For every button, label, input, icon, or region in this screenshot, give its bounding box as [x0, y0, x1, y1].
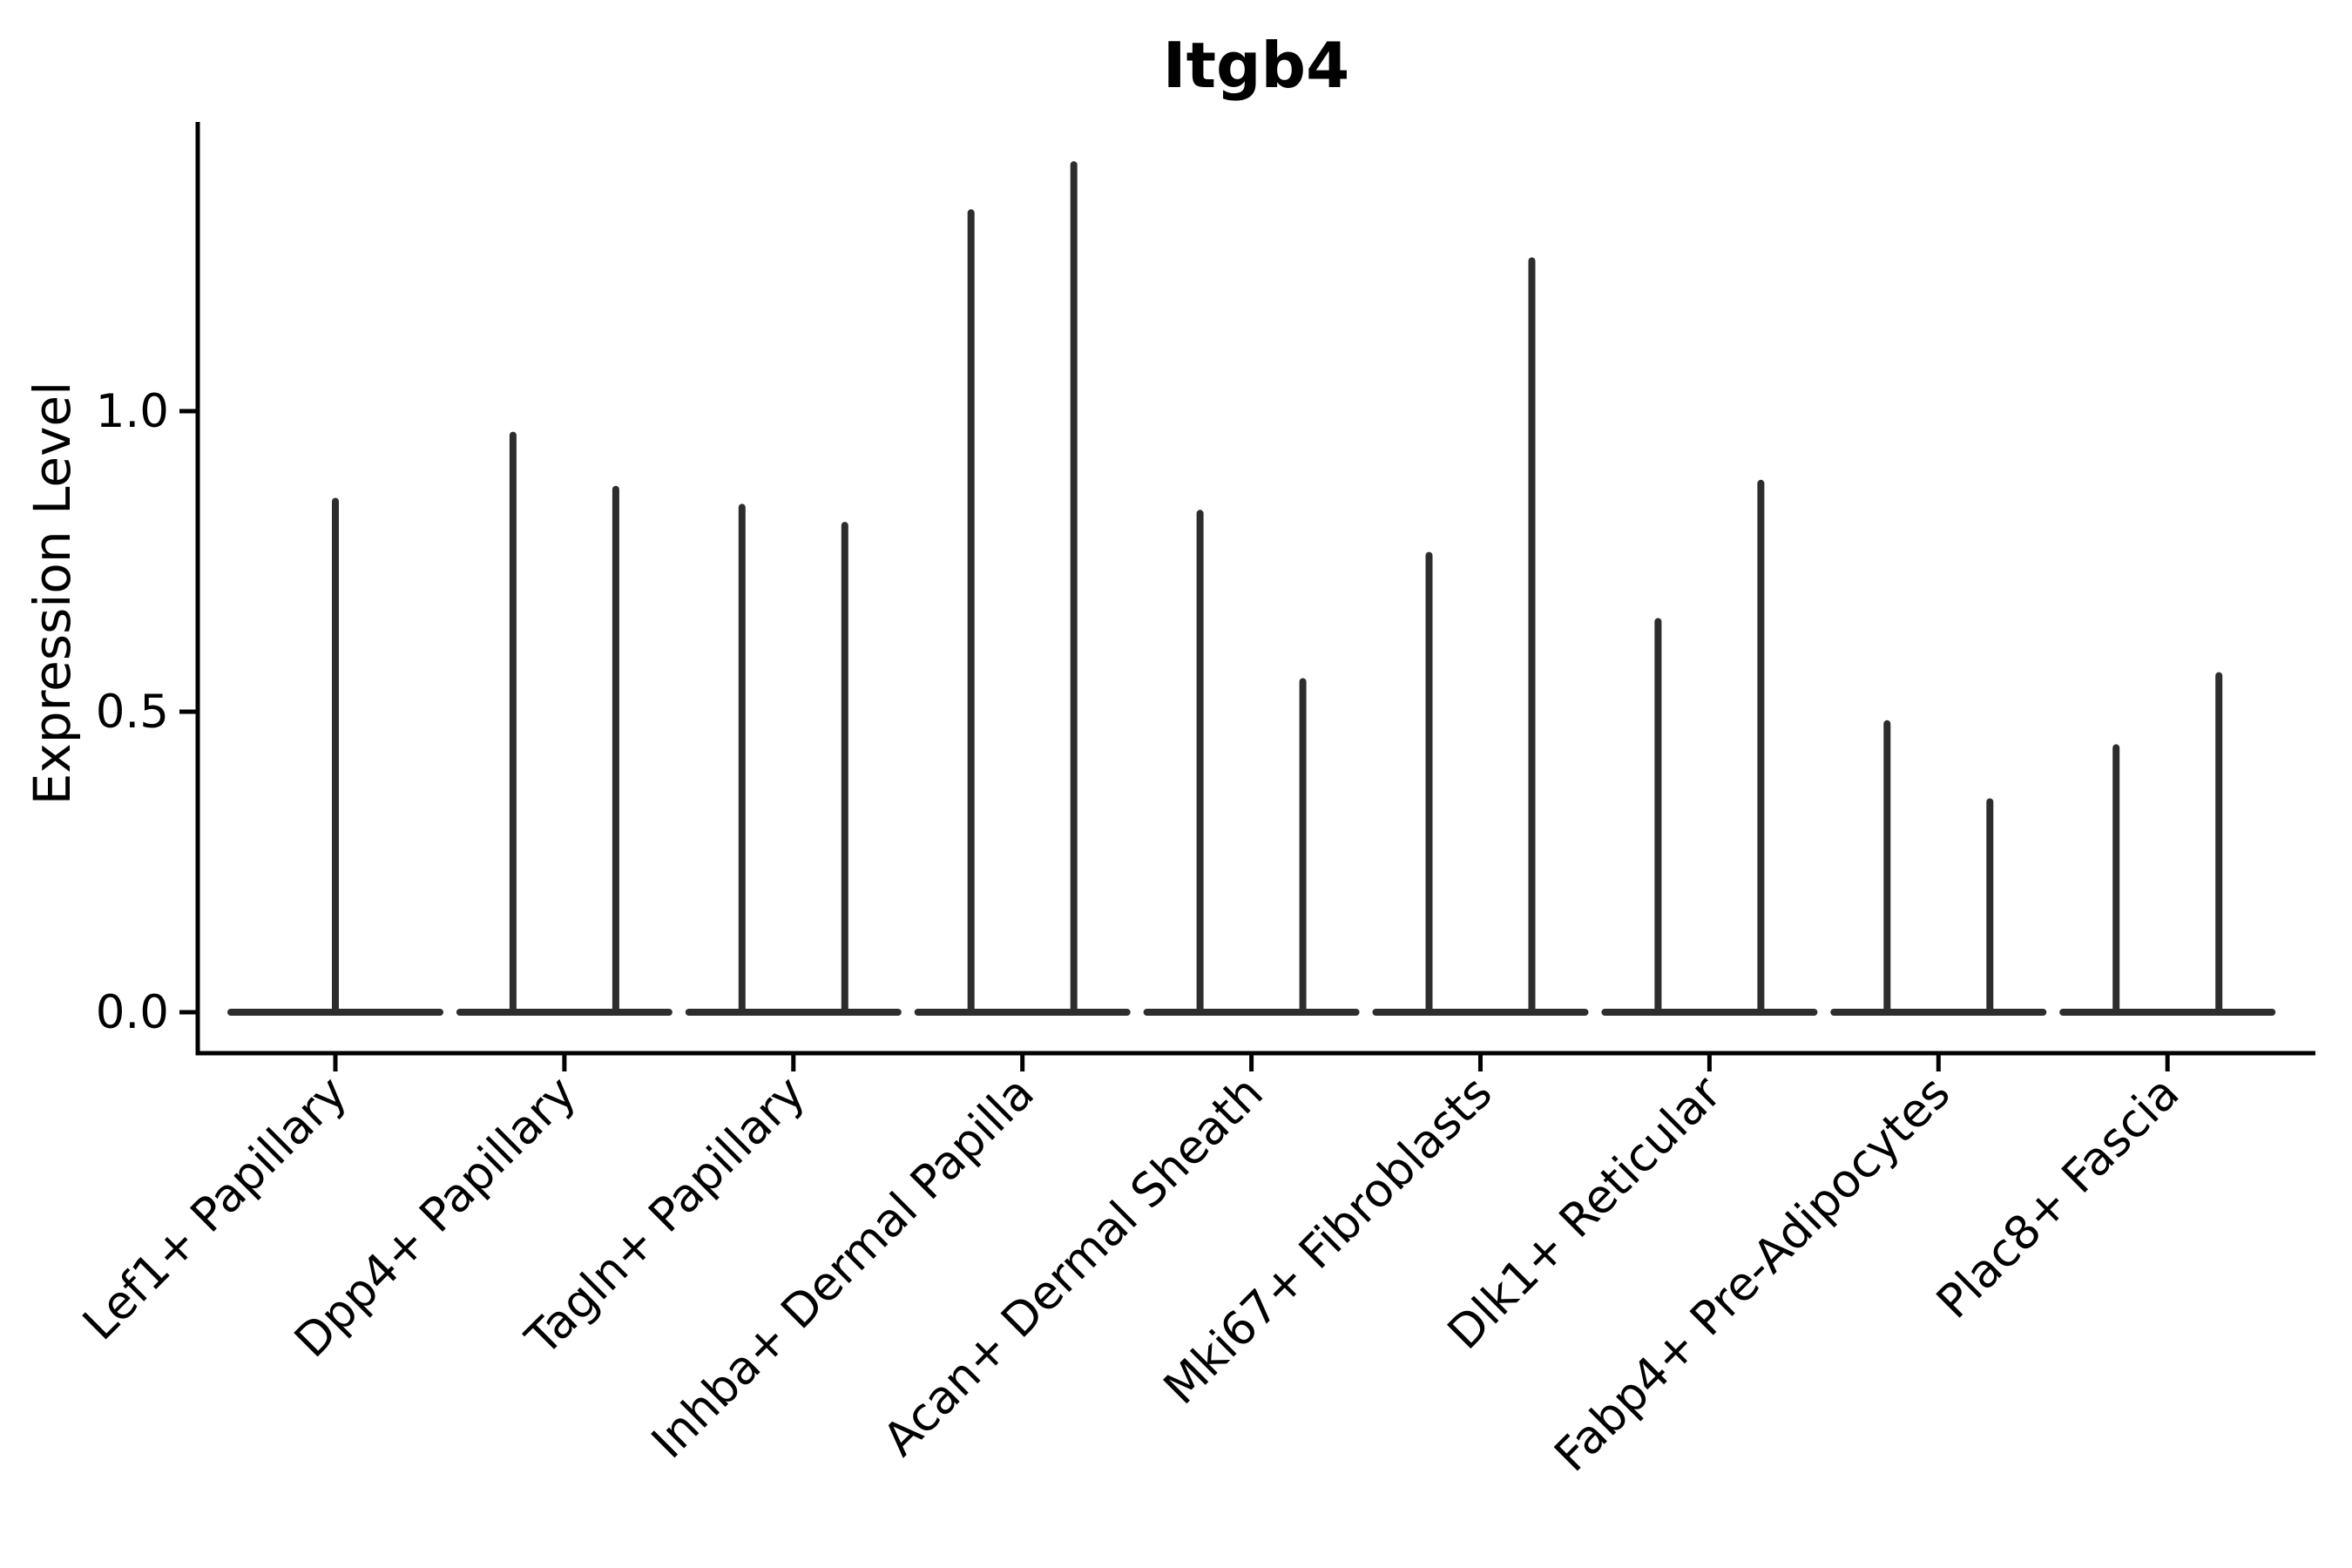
x-tick-label: Inhba+ Dermal Papilla [642, 1066, 1044, 1469]
y-axis-label: Expression Level [23, 382, 82, 805]
chart-title: Itgb4 [1163, 29, 1349, 102]
y-tick-label: 1.0 [96, 385, 169, 438]
x-tick-label: Plac8+ Fascia [1927, 1066, 2189, 1328]
y-tick-label: 0.0 [96, 986, 169, 1039]
violins-group [227, 161, 2276, 1016]
y-tick-labels: 0.0 0.5 1.0 [96, 385, 169, 1039]
axes [179, 122, 2315, 1071]
y-tick-label: 0.5 [96, 686, 169, 739]
x-tick-label: Fabp4+ Pre-Adipocytes [1544, 1066, 1960, 1482]
x-tick-label: Acan+ Dermal Sheath [874, 1066, 1274, 1466]
